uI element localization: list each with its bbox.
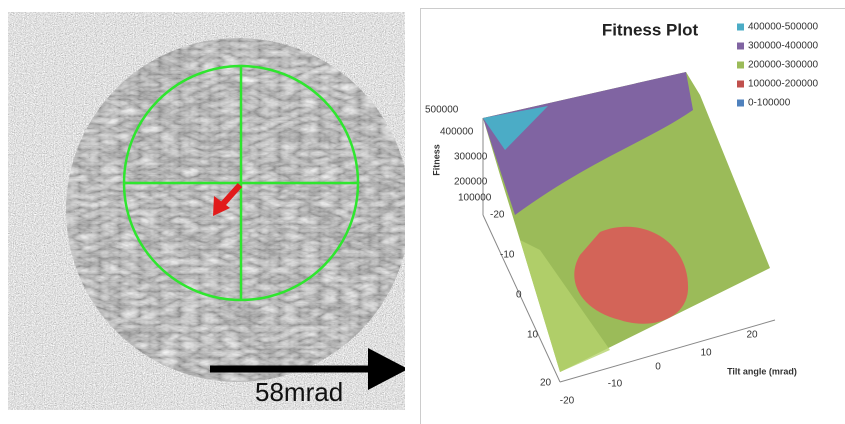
y-tick-label: 500000	[425, 105, 459, 116]
micrograph: 58mrad	[8, 12, 420, 410]
legend-swatch	[737, 81, 744, 88]
plot-title: Fitness Plot	[602, 20, 699, 39]
legend-swatch	[737, 43, 744, 50]
depth-tick-label: -10	[500, 250, 515, 261]
legend-swatch	[737, 100, 744, 107]
fitness-plot: Fitness Plot 400000-500000 300000-400000 2…	[421, 9, 845, 424]
x-tick-label: 20	[746, 330, 758, 341]
x-tick-label: 10	[700, 348, 712, 359]
y-tick-label: 300000	[454, 152, 488, 163]
legend-label: 100000-200000	[748, 79, 819, 90]
depth-tick-label: -20	[490, 210, 505, 221]
x-tick-label: 0	[655, 362, 661, 373]
depth-tick-label: 0	[516, 290, 522, 301]
legend-label: 200000-300000	[748, 60, 819, 71]
legend-swatch	[737, 24, 744, 31]
legend-label: 300000-400000	[748, 41, 819, 52]
y-tick-label: 200000	[454, 177, 488, 188]
y-axis-title: Fitness	[431, 144, 441, 176]
green-crosshair	[124, 66, 358, 300]
y-tick-label: 400000	[440, 127, 474, 138]
y-tick-label: 100000	[458, 193, 492, 204]
legend-label: 400000-500000	[748, 22, 819, 33]
depth-tick-label: 20	[540, 378, 552, 389]
legend-swatch	[737, 62, 744, 69]
legend-label: 0-100000	[748, 98, 791, 109]
depth-tick-label: 10	[527, 330, 539, 341]
x-axis-title: Tilt angle (mrad)	[727, 366, 797, 376]
x-tick-label: -20	[560, 396, 575, 407]
scale-label: 58mrad	[255, 377, 343, 407]
x-tick-label: -10	[608, 379, 623, 390]
figure: 58mrad Fitness Plot 400000-500000300000-…	[0, 0, 845, 424]
